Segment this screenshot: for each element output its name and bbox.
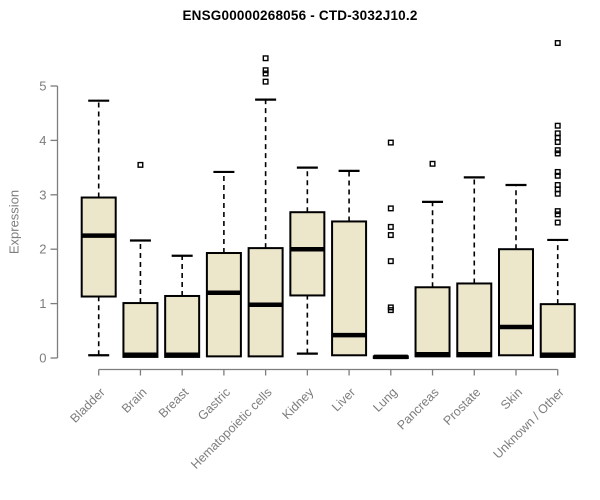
- outlier-point: [554, 40, 561, 47]
- outlier-point: [554, 150, 561, 157]
- outlier-point: [429, 160, 436, 167]
- outlier-point: [387, 304, 394, 311]
- outlier-point: [262, 55, 269, 62]
- outlier-point: [554, 147, 561, 154]
- outlier-point: [554, 130, 561, 137]
- x-axis-category-label: Unknown / Other: [491, 385, 567, 461]
- outlier-point: [387, 258, 394, 265]
- y-axis-tick-label: 5: [39, 79, 46, 94]
- x-axis-category-label: Gastric: [195, 385, 233, 423]
- outlier-point: [554, 208, 561, 215]
- outlier-point: [554, 122, 561, 129]
- box-Breast: [164, 294, 201, 358]
- box-Pancreas: [414, 286, 451, 358]
- x-axis-category-label: Liver: [329, 385, 358, 414]
- box-Prostate: [456, 282, 493, 358]
- x-axis-category-label: Lung: [370, 385, 400, 415]
- x-axis-category-label: Skin: [498, 385, 525, 412]
- outlier-point: [554, 172, 561, 179]
- y-axis-tick-label: 0: [39, 351, 46, 366]
- x-axis-category-label: Pancreas: [394, 385, 441, 432]
- outlier-point: [262, 78, 269, 85]
- box-Skin: [498, 248, 534, 357]
- x-axis-category-label: Hematopoietic cells: [188, 385, 275, 472]
- outlier-point: [554, 182, 561, 189]
- box-Brain: [122, 302, 159, 358]
- x-axis-category-label: Bladder: [67, 385, 107, 425]
- box-Bladder: [80, 196, 117, 298]
- y-axis-tick-label: 3: [39, 187, 46, 202]
- outlier-point: [387, 223, 394, 230]
- outlier-point: [387, 139, 394, 146]
- outlier-point: [262, 67, 269, 74]
- box-Kidney: [289, 211, 326, 297]
- y-axis-tick-label: 1: [39, 296, 46, 311]
- x-axis-category-label: Breast: [156, 385, 192, 421]
- outlier-point: [554, 211, 561, 218]
- outlier-point: [262, 70, 269, 77]
- x-axis-category-label: Kidney: [280, 385, 317, 422]
- box-Hematopoietic cells: [247, 247, 284, 358]
- outlier-point: [387, 205, 394, 212]
- outlier-point: [554, 219, 561, 226]
- box-Unknown / Other: [539, 303, 576, 358]
- x-axis-category-label: Prostate: [441, 385, 484, 428]
- outlier-point: [137, 161, 144, 168]
- y-axis-tick-label: 2: [39, 242, 46, 257]
- outlier-point: [554, 168, 561, 175]
- box-Gastric: [205, 252, 242, 358]
- outlier-point: [387, 232, 394, 239]
- x-axis-category-label: Brain: [119, 385, 150, 416]
- chart-title: ENSG00000268056 - CTD-3032J10.2: [182, 8, 418, 23]
- y-axis-tick-label: 4: [39, 133, 46, 148]
